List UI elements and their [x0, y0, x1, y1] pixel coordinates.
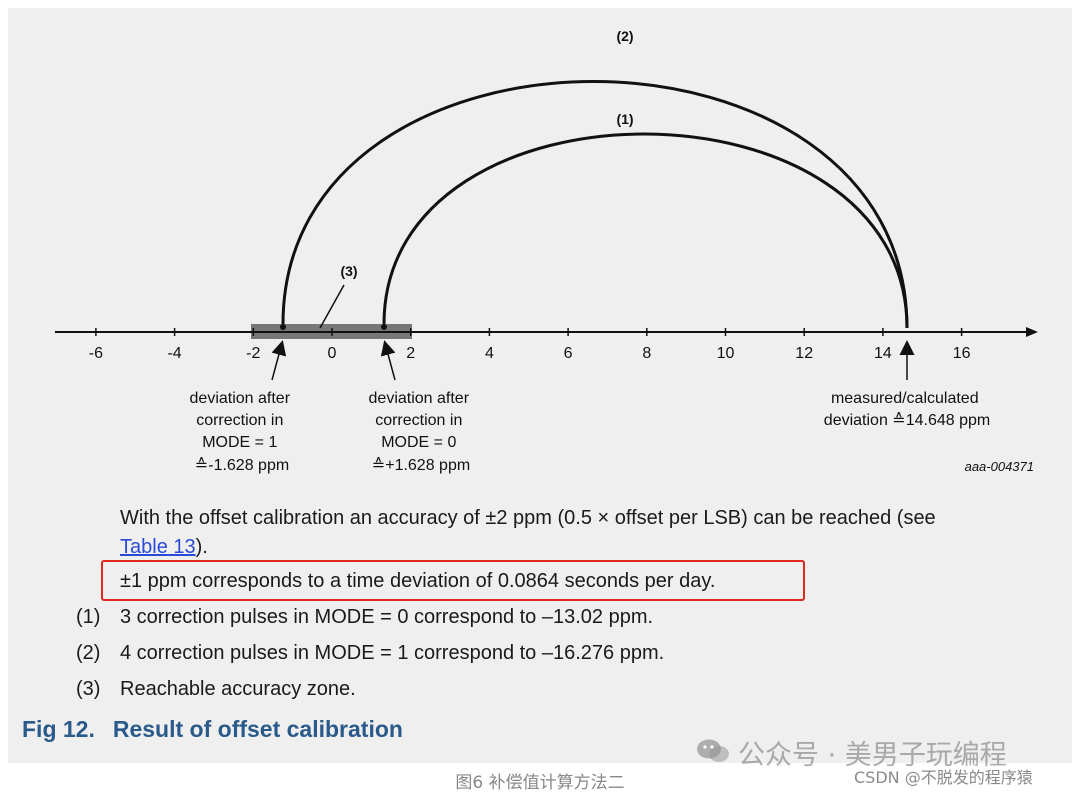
csdn-watermark: CSDN @不脱发的程序猿	[854, 768, 1033, 787]
watermark-text: 公众号 · 美男子玩编程	[738, 740, 1007, 771]
note-3-text: Reachable accuracy zone.	[120, 678, 356, 700]
highlighted-sentence: ±1 ppm corresponds to a time deviation o…	[120, 570, 716, 592]
note-1-number: (1)	[76, 606, 101, 628]
paragraph-line-2: Table 13).	[120, 536, 208, 559]
paragraph-end: ).	[195, 536, 208, 558]
axis-tick-label: 2	[406, 345, 415, 362]
note-2-text: 4 correction pulses in MODE = 1 correspo…	[120, 642, 665, 664]
arc-1-end-dot	[381, 324, 387, 330]
axis-tick-label: 14	[874, 345, 892, 362]
paragraph-line-1: With the offset calibration an accuracy …	[120, 507, 936, 529]
note-1-text: 3 correction pulses in MODE = 0 correspo…	[120, 606, 654, 628]
note-2-number: (2)	[76, 642, 101, 664]
image-caption: 图6 补偿值计算方法二	[455, 773, 625, 793]
axis-tick-label: -2	[246, 345, 260, 362]
arc-2-end-dot	[280, 324, 286, 330]
arc-2-label: (2)	[616, 28, 633, 44]
table-13-link[interactable]: Table 13	[120, 536, 196, 558]
note-3-number: (3)	[76, 678, 101, 700]
figure-title: Fig 12. Result of offset calibration	[22, 716, 403, 743]
figure-title-text: Result of offset calibration	[112, 716, 403, 742]
axis-tick-label: 10	[717, 345, 735, 362]
axis-tick-label: -4	[167, 345, 181, 362]
measured-label: measured/calculated deviation ≙14.648 pp…	[824, 390, 990, 429]
axis-tick-labels: -6 -4 -2 0 2 4 6 8 10 12 14 16	[89, 328, 971, 362]
zone-label: (3)	[340, 263, 357, 279]
mode0-pointer-arrow	[380, 340, 396, 381]
axis-arrowhead	[1026, 327, 1038, 337]
axis-tick-label: 4	[485, 345, 494, 362]
axis-tick-label: 16	[953, 345, 971, 362]
wechat-icon	[697, 739, 729, 762]
mode0-label: deviation after correction in MODE = 0 ≙…	[369, 390, 474, 474]
figure-id: aaa-004371	[965, 459, 1034, 474]
zone-leader-line	[319, 284, 345, 329]
axis-tick-label: -6	[89, 345, 103, 362]
axis-tick-label: 0	[328, 345, 337, 362]
mode1-pointer-arrow	[271, 340, 287, 381]
arc-1	[382, 132, 909, 329]
arc-1-label: (1)	[616, 111, 633, 127]
mode1-label: deviation after correction in MODE = 1 ≙…	[190, 390, 295, 474]
calibration-diagram: (2) (1) (3) -6 -4 -2 0 2 4 6 8 10 12 14 16 deviatio…	[55, 28, 1038, 474]
highlight-box	[101, 560, 805, 601]
arc-2	[281, 80, 909, 329]
axis-tick-label: 6	[564, 345, 573, 362]
axis-tick-label: 12	[795, 345, 813, 362]
figure-panel	[8, 8, 1072, 763]
figure-number: Fig 12.	[22, 716, 95, 742]
axis-tick-label: 8	[642, 345, 651, 362]
